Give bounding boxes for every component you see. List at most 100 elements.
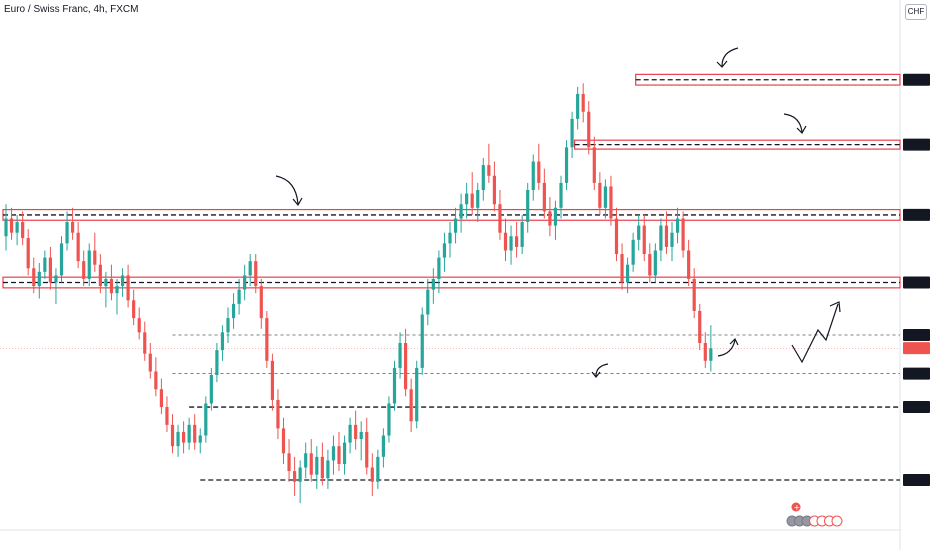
arrow-head-icon [716, 60, 728, 68]
candle-body [298, 467, 302, 482]
candle-body [620, 254, 624, 283]
candle-body [598, 182, 602, 208]
candle-body [498, 204, 502, 233]
candle-body [182, 431, 186, 443]
candle-body [231, 303, 236, 319]
candle-body [587, 111, 591, 148]
candle-body [492, 175, 496, 205]
price-axis[interactable] [903, 73, 930, 486]
candle-body [659, 225, 663, 251]
candle-body [276, 399, 280, 429]
price-tag [903, 367, 930, 380]
arrow-head-icon [292, 197, 303, 207]
candle-body [342, 442, 347, 464]
candle-body [381, 435, 385, 457]
candle-body [431, 278, 435, 290]
candle-body [21, 222, 25, 239]
currency-badge[interactable]: CHF [905, 4, 927, 20]
plus-icon: + [794, 503, 801, 512]
candle-body [309, 453, 313, 475]
candle-body [281, 428, 286, 454]
candle-body [76, 232, 80, 262]
candle-body [537, 161, 541, 183]
candle-body [698, 310, 702, 343]
candle-body [204, 403, 208, 436]
candle-body [215, 350, 219, 376]
candle-body [331, 446, 336, 461]
annotations-layer [275, 47, 841, 378]
candle-body [270, 360, 274, 400]
price-tag [903, 73, 930, 86]
candle-body [320, 456, 324, 479]
candle-body [653, 250, 657, 276]
candle-body [426, 289, 430, 315]
candle-body [481, 165, 485, 191]
curved-arrow-icon [595, 363, 609, 377]
candle-body [503, 232, 508, 251]
candle-body [520, 222, 524, 247]
candle-body [442, 243, 447, 258]
candle-body [392, 367, 397, 404]
chart-grid [0, 0, 901, 550]
candle-body [437, 257, 441, 279]
price-tag [903, 473, 930, 486]
curved-arrow-icon [717, 339, 736, 357]
candle-body [354, 424, 358, 440]
price-tag [903, 401, 930, 414]
candle-body [165, 407, 169, 425]
candle-body [137, 318, 141, 333]
candle-body [670, 232, 674, 247]
candle-body [293, 471, 297, 482]
candle-body [154, 371, 158, 390]
zones-layer [0, 73, 901, 481]
candle-body [515, 236, 519, 247]
candle-body [148, 353, 152, 372]
curved-arrow-icon [783, 113, 803, 133]
candle-body [581, 93, 585, 112]
candle-body [648, 254, 652, 276]
projection-arrow-icon [791, 303, 839, 364]
candle-body [487, 165, 491, 176]
candle-body [448, 232, 452, 244]
candle-body [564, 147, 569, 183]
candle-body [409, 389, 413, 422]
candle-body [553, 207, 558, 226]
candle-body [404, 343, 408, 390]
candle-body [592, 147, 596, 183]
candle-body [54, 275, 58, 283]
candle-body [509, 236, 513, 251]
candle-body [559, 182, 563, 208]
candle-body [143, 332, 147, 354]
candle-body [365, 431, 369, 468]
candle-body [376, 456, 380, 482]
price-tag [903, 208, 930, 221]
candle-body [531, 161, 535, 191]
candle-body [387, 403, 391, 436]
candle-body [687, 250, 691, 279]
candle-body [15, 222, 19, 233]
candle-body [193, 424, 197, 443]
candle-body [476, 190, 480, 208]
candle-body [237, 289, 241, 304]
candle-body [71, 222, 75, 233]
candle-body [226, 318, 230, 333]
candle-body [126, 275, 130, 301]
candle-body [104, 278, 108, 287]
candle-body [570, 118, 574, 148]
alert-dot-icon[interactable] [791, 502, 801, 512]
candle-body [187, 424, 191, 443]
arrow-head-icon [829, 301, 841, 313]
replay-step-button[interactable] [831, 515, 843, 527]
candle-body [370, 467, 374, 482]
candle-body [243, 275, 247, 290]
candle-body [603, 186, 607, 208]
replay-toolbar[interactable]: + [786, 502, 843, 527]
candle-body [304, 453, 308, 468]
price-tag [903, 138, 930, 151]
candle-body [459, 204, 463, 219]
arrow-head-icon [591, 371, 601, 378]
candle-body [65, 222, 69, 244]
candle-body [26, 238, 30, 269]
candle-body [526, 190, 530, 223]
